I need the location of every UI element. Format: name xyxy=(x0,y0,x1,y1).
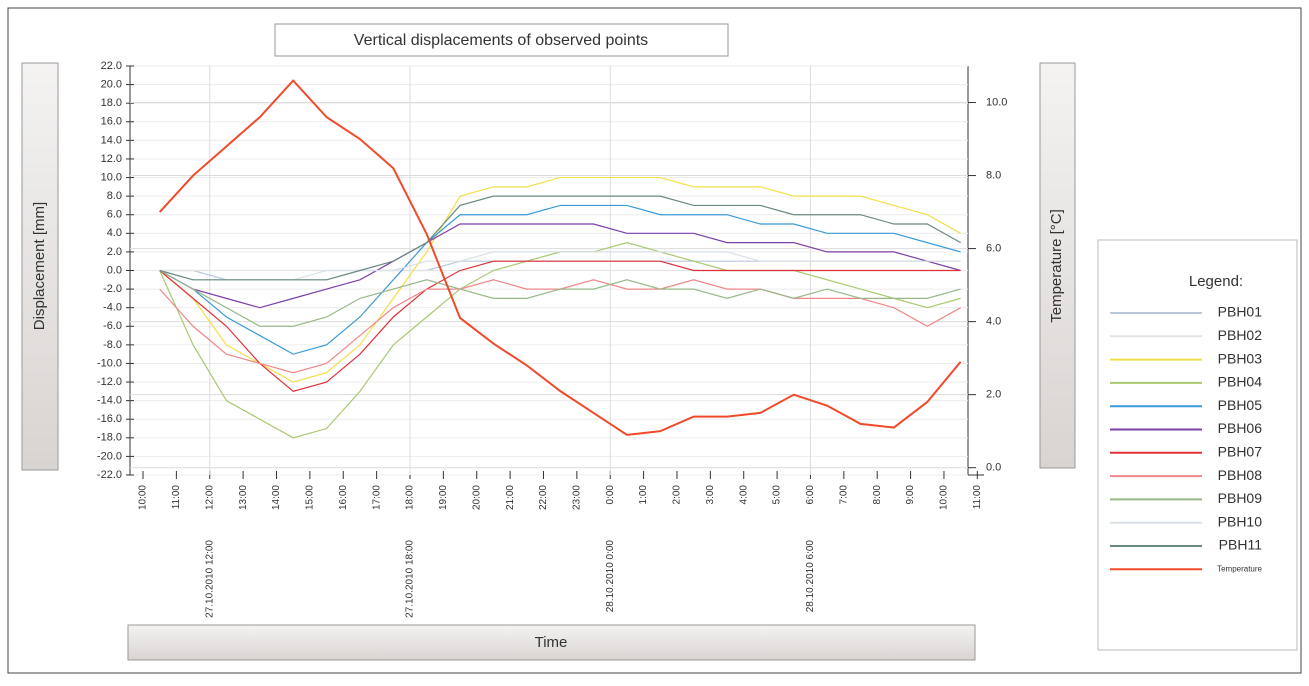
legend-label: PBH04 xyxy=(1218,374,1263,390)
legend-label: PBH11 xyxy=(1219,537,1263,553)
date-label: 27.10.2010 18:00 xyxy=(405,540,416,618)
y-tick-label: 14.0 xyxy=(101,134,122,146)
y-tick-label: 2.0 xyxy=(107,246,122,258)
x-tick-label: 11:00 xyxy=(972,485,983,510)
x-tick-label: 13:00 xyxy=(238,485,249,510)
series-line xyxy=(159,269,961,327)
x-tick-label: 19:00 xyxy=(438,485,449,510)
y-tick-label: -16.0 xyxy=(97,413,122,425)
y2-axis-label: Temperature [°C] xyxy=(1048,209,1065,323)
series-line xyxy=(159,223,961,309)
y-tick-label: -20.0 xyxy=(97,450,122,462)
x-tick-label: 16:00 xyxy=(338,485,349,510)
x-tick-label: 8:00 xyxy=(872,485,883,505)
x-tick-label: 1:00 xyxy=(638,485,649,505)
series-line xyxy=(159,204,961,355)
date-label: 27.10.2010 12:00 xyxy=(204,540,215,618)
y-tick-label: -6.0 xyxy=(103,320,122,332)
y-tick-label: 22.0 xyxy=(101,60,122,72)
series-line xyxy=(159,260,961,393)
x-tick-label: 4:00 xyxy=(738,485,749,505)
legend-label: PBH05 xyxy=(1218,397,1263,413)
y-tick-label: 16.0 xyxy=(101,116,122,128)
y-tick-label: 6.0 xyxy=(107,209,122,221)
legend-label: PBH03 xyxy=(1218,350,1263,366)
date-label: 28.10.2010 0:00 xyxy=(605,540,616,613)
x-tick-label: 0:00 xyxy=(605,485,616,505)
y-tick-label: -22.0 xyxy=(97,469,122,481)
x-tick-label: 10:00 xyxy=(939,485,950,510)
legend-label: PBH10 xyxy=(1218,513,1263,529)
x-tick-label: 14:00 xyxy=(271,485,282,510)
x-tick-label: 12:00 xyxy=(204,485,215,510)
ylabel-box xyxy=(21,62,59,471)
y2-tick-label: 2.0 xyxy=(986,389,1001,401)
x-tick-label: 23:00 xyxy=(571,485,582,510)
legend-label: PBH01 xyxy=(1218,304,1263,320)
y-tick-label: -18.0 xyxy=(97,432,122,444)
y-axis-label: Displacement [mm] xyxy=(31,202,48,330)
x-tick-label: 6:00 xyxy=(805,485,816,505)
x-tick-label: 7:00 xyxy=(838,485,849,505)
xlabel-box xyxy=(127,624,976,661)
y-tick-label: 20.0 xyxy=(101,78,122,90)
x-tick-label: 22:00 xyxy=(538,485,549,510)
y-tick-label: -4.0 xyxy=(103,302,122,314)
y-tick-label: 8.0 xyxy=(107,190,122,202)
y-tick-label: -10.0 xyxy=(97,357,122,369)
x-tick-label: 3:00 xyxy=(705,485,716,505)
y-tick-label: -2.0 xyxy=(103,283,122,295)
x-tick-label: 20:00 xyxy=(471,485,482,510)
series-line xyxy=(159,195,961,281)
y2-tick-label: 8.0 xyxy=(986,169,1001,181)
title-box xyxy=(274,23,729,57)
x-tick-label: 5:00 xyxy=(772,485,783,505)
x-tick-label: 11:00 xyxy=(171,485,182,510)
legend-label: PBH09 xyxy=(1218,490,1263,506)
y-tick-label: 12.0 xyxy=(101,153,122,165)
y-tick-label: -8.0 xyxy=(103,339,122,351)
y-tick-label: -12.0 xyxy=(97,376,122,388)
y-tick-label: 4.0 xyxy=(107,227,122,239)
y2-tick-label: 4.0 xyxy=(986,316,1001,328)
y2-tick-label: 6.0 xyxy=(986,242,1001,254)
y2label-box xyxy=(1039,62,1076,469)
y-tick-label: -14.0 xyxy=(97,395,122,407)
x-tick-label: 18:00 xyxy=(405,485,416,510)
y-tick-label: 10.0 xyxy=(101,171,122,183)
legend-label: PBH02 xyxy=(1218,327,1263,343)
x-tick-label: 2:00 xyxy=(672,485,683,505)
x-tick-label: 10:00 xyxy=(138,485,149,510)
y-tick-label: 18.0 xyxy=(101,97,122,109)
legend-label: PBH08 xyxy=(1218,467,1263,483)
x-tick-label: 21:00 xyxy=(505,485,516,510)
chart-title: Vertical displacements of observed point… xyxy=(354,32,648,49)
y-tick-label: 0.0 xyxy=(107,264,122,276)
series-line xyxy=(159,176,961,383)
x-tick-label: 9:00 xyxy=(905,485,916,505)
x-axis-label: Time xyxy=(535,634,568,651)
legend-label: Temperature xyxy=(1217,564,1262,573)
x-tick-label: 17:00 xyxy=(371,485,382,510)
legend-title: Legend: xyxy=(1189,273,1243,290)
legend-label: PBH07 xyxy=(1218,444,1263,460)
series-line xyxy=(158,79,962,436)
legend-label: PBH06 xyxy=(1218,420,1263,436)
date-label: 28.10.2010 6:00 xyxy=(805,540,816,613)
y2-tick-label: 10.0 xyxy=(986,96,1007,108)
x-tick-label: 15:00 xyxy=(305,485,316,510)
y2-tick-label: 0.0 xyxy=(986,462,1001,474)
legend-box xyxy=(1097,239,1298,651)
